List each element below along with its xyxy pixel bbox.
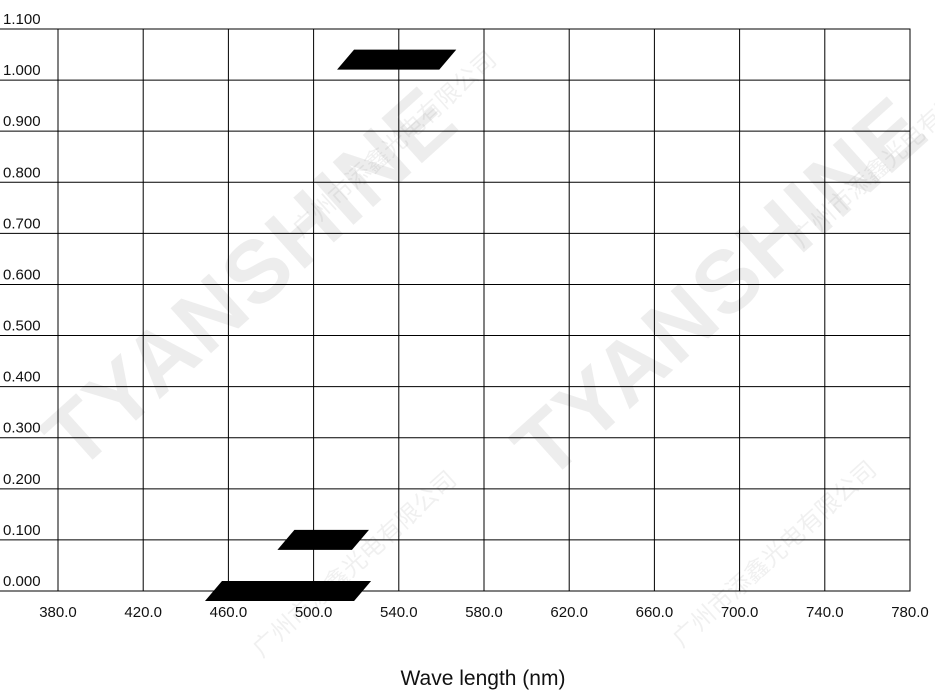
watermark-company: 广州市添鑫光电有限公司 bbox=[248, 466, 462, 663]
x-tick-label: 500.0 bbox=[295, 604, 333, 621]
grid-lines bbox=[0, 28, 911, 592]
y-tick-label: 0.100 bbox=[3, 522, 41, 539]
x-tick-label: 380.0 bbox=[39, 604, 77, 621]
y-axis-tick-labels: 0.000 0.100 0.200 0.300 0.400 0.500 0.600 0.700… bbox=[3, 11, 41, 590]
watermark-company: 广州市添鑫光电有限公司 bbox=[668, 456, 882, 653]
y-tick-label: 0.900 bbox=[3, 113, 41, 130]
y-tick-label: 0.500 bbox=[3, 318, 41, 335]
x-tick-label: 620.0 bbox=[550, 604, 588, 621]
spectrum-bands bbox=[204, 49, 457, 601]
y-tick-label: 0.000 bbox=[3, 573, 41, 590]
spectrum-band bbox=[204, 581, 372, 601]
x-tick-label: 780.0 bbox=[891, 604, 929, 621]
y-tick-label: 0.700 bbox=[3, 215, 41, 232]
x-tick-label: 420.0 bbox=[124, 604, 162, 621]
y-tick-label: 1.100 bbox=[3, 11, 41, 28]
plot-frame bbox=[57, 28, 911, 592]
y-tick-label: 0.400 bbox=[3, 369, 41, 386]
x-tick-label: 660.0 bbox=[636, 604, 674, 621]
watermark-brand: TYANSHINE bbox=[494, 77, 935, 497]
x-tick-label: 540.0 bbox=[380, 604, 418, 621]
y-tick-label: 0.600 bbox=[3, 266, 41, 283]
plot-border bbox=[57, 28, 911, 592]
y-tick-label: 0.300 bbox=[3, 420, 41, 437]
y-tick-label: 1.000 bbox=[3, 62, 41, 79]
x-tick-label: 700.0 bbox=[721, 604, 759, 621]
x-tick-label: 580.0 bbox=[465, 604, 503, 621]
x-tick-label: 740.0 bbox=[806, 604, 844, 621]
x-axis-title: Wave length (nm) bbox=[401, 667, 566, 690]
y-tick-label: 0.800 bbox=[3, 164, 41, 181]
x-tick-label: 460.0 bbox=[210, 604, 248, 621]
x-axis-tick-labels: 380.0 420.0 460.0 500.0 540.0 580.0 620.0 660.0… bbox=[39, 604, 929, 621]
spectrum-band bbox=[277, 529, 369, 550]
spectrum-band bbox=[337, 49, 457, 70]
y-tick-label: 0.200 bbox=[3, 471, 41, 488]
